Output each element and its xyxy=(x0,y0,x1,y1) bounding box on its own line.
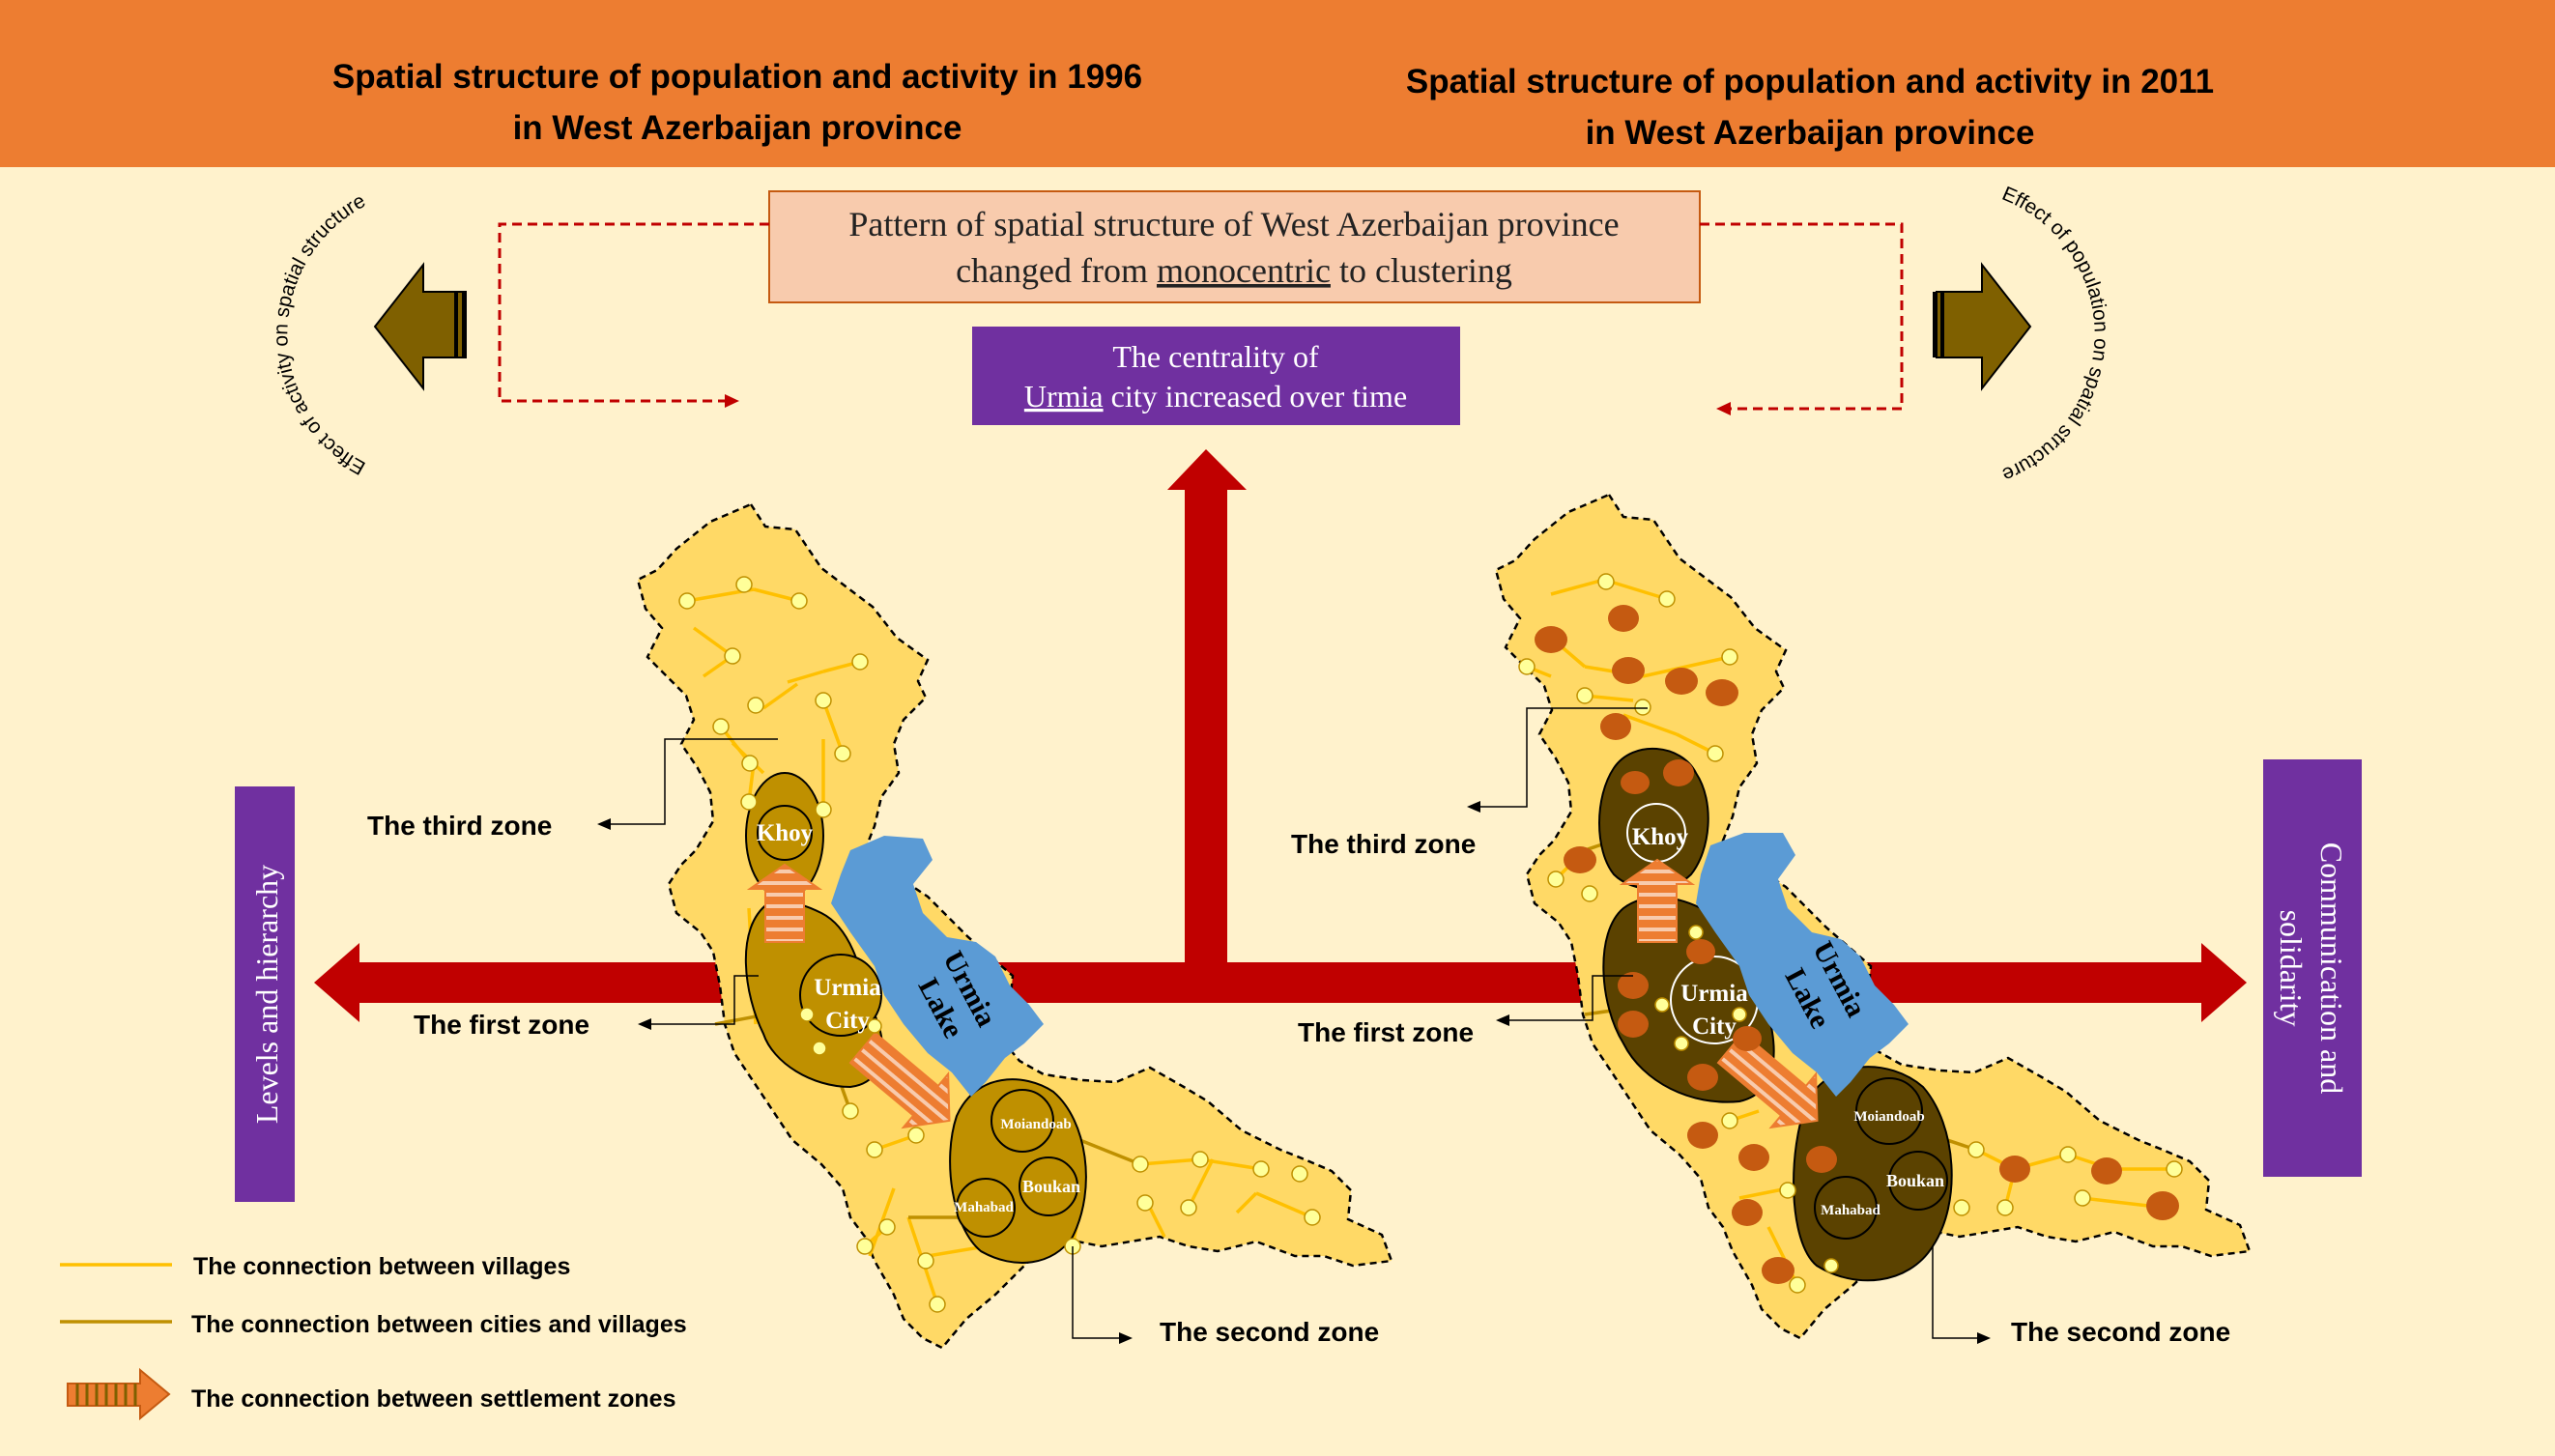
levels-hierarchy-box: Levels and hierarchy xyxy=(235,786,295,1202)
pattern-box-line1: Pattern of spatial structure of West Aze… xyxy=(848,205,1619,243)
communication-label-line1: Communication and xyxy=(2314,842,2349,1094)
moiandoab-core-2011 xyxy=(1855,1077,1923,1145)
legend-settlement-label: The connection between settlement zones xyxy=(191,1385,675,1413)
red-axis xyxy=(314,449,2247,1022)
settlement-arrow-urmia-south-1996 xyxy=(848,1031,951,1129)
legend: The connection between villages The conn… xyxy=(60,1253,687,1421)
communication-label-line2: solidarity xyxy=(2274,910,2309,1027)
boukan-label-2011: Boukan xyxy=(1886,1171,1944,1190)
urmia-city-label-2011-line1: Urmia xyxy=(1680,981,1748,1007)
third-zone-label-1996: The third zone xyxy=(367,811,552,841)
khoy-label-1996: Khoy xyxy=(757,820,814,846)
settlement-arrow-urmia-south-2011 xyxy=(1716,1031,1819,1129)
legend-settlement-swatch xyxy=(67,1367,171,1421)
pattern-box: Pattern of spatial structure of West Aze… xyxy=(768,190,1701,303)
monocentric-keyword: monocentric xyxy=(1157,251,1331,290)
urmia-keyword: Urmia xyxy=(1024,379,1104,414)
left-brown-arrow xyxy=(373,262,467,391)
urmia-core-1996 xyxy=(799,954,882,1037)
boukan-core-2011 xyxy=(1888,1151,1948,1211)
moiandoab-core-1996 xyxy=(990,1089,1054,1153)
centrality-box: The centrality of Urmia city increased o… xyxy=(972,327,1460,425)
moiandoab-label-2011: Moiandoab xyxy=(1853,1109,1924,1125)
leaders-1996 xyxy=(599,738,1121,1339)
mahabad-core-2011 xyxy=(1814,1176,1878,1240)
right-brown-arrow xyxy=(1933,262,2032,391)
village-dots-1996 xyxy=(678,576,1321,1313)
left-title-line2: in West Azerbaijan province xyxy=(513,109,962,147)
urmia-city-label-2011-line2: City xyxy=(1692,1013,1737,1040)
map-1996: Khoy Urmia City Urmia Lake Moiandoab Bou… xyxy=(636,502,1393,1350)
mahabad-core-1996 xyxy=(956,1178,1016,1238)
second-zone-label-2011: The second zone xyxy=(2011,1317,2230,1347)
right-title-line1: Spatial structure of population and acti… xyxy=(1406,63,2214,100)
legend-villages-label: The connection between villages xyxy=(193,1253,570,1280)
khoy-label-2011: Khoy xyxy=(1632,824,1689,850)
centrality-line1: The centrality of xyxy=(1112,339,1319,374)
leaders-2011 xyxy=(1478,707,1979,1339)
dashed-arrowhead-right xyxy=(1716,402,1731,415)
khoy-core-1996 xyxy=(757,805,813,861)
first-zone-label-2011: The first zone xyxy=(1298,1017,1474,1047)
moiandoab-label-1996: Moiandoab xyxy=(1000,1117,1071,1132)
right-title-line2: in West Azerbaijan province xyxy=(1586,114,2035,152)
leader-heads-2011 xyxy=(1467,801,1991,1344)
centrality-line2: Urmia city increased over time xyxy=(1024,379,1407,414)
first-zone-label-1996: The first zone xyxy=(414,1010,589,1040)
mahabad-label-1996: Mahabad xyxy=(954,1200,1014,1215)
dashed-arrowhead-left xyxy=(725,394,739,408)
dashed-connectors xyxy=(498,222,1904,411)
urmia-city-label-1996-line2: City xyxy=(825,1008,870,1034)
urmia-lake-2011 xyxy=(1696,833,1909,1097)
map-2011: Khoy Urmia City Urmia Lake Moiandoab Bou… xyxy=(1494,493,2252,1340)
village-dots-2011 xyxy=(1518,573,2183,1294)
boukan-label-1996: Boukan xyxy=(1022,1177,1080,1196)
third-zone-label-2011: The third zone xyxy=(1291,829,1476,859)
levels-hierarchy-label: Levels and hierarchy xyxy=(249,865,284,1124)
urmia-lake-1996 xyxy=(831,836,1044,1097)
settlement-arrow-khoy-urmia-2011 xyxy=(1619,858,1696,943)
pattern-box-line2: changed from monocentric to clustering xyxy=(956,251,1512,290)
header-band xyxy=(0,0,2555,167)
urmia-city-label-1996-line1: Urmia xyxy=(814,975,881,1001)
urban-nodes-2011 xyxy=(1535,605,2179,1284)
leader-heads-1996 xyxy=(597,818,1133,1344)
mahabad-label-2011: Mahabad xyxy=(1821,1203,1880,1218)
settlement-arrow-khoy-urmia-1996 xyxy=(746,863,823,943)
left-title-line1: Spatial structure of population and acti… xyxy=(332,58,1142,96)
legend-cities-label: The connection between cities and villag… xyxy=(191,1311,687,1338)
communication-solidarity-box: Communication and solidarity xyxy=(2263,759,2362,1177)
second-zone-label-1996: The second zone xyxy=(1160,1317,1379,1347)
boukan-core-1996 xyxy=(1019,1156,1078,1216)
